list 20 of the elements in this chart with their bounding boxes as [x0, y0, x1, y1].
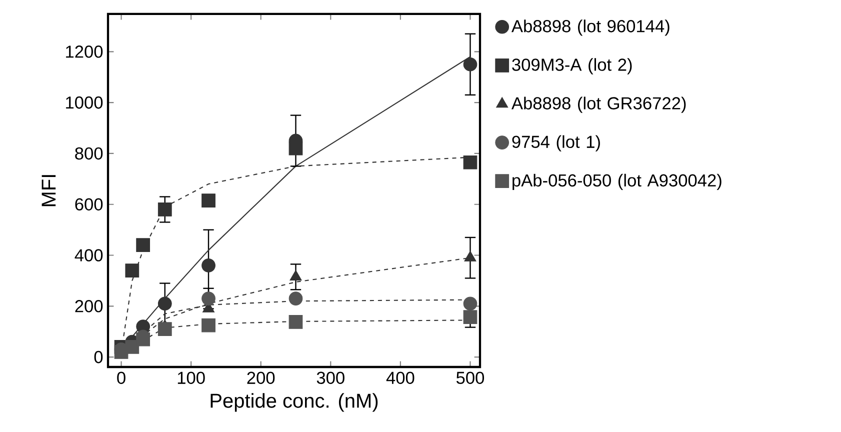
- legend-label: pAb-056-050 (lot A930042): [512, 174, 722, 190]
- legend-label: 9754 (lot 1): [512, 135, 600, 152]
- x-tick-label: 100: [178, 372, 205, 384]
- y-tick-label: 1000: [66, 96, 103, 109]
- x-tick-label: 0: [117, 372, 126, 384]
- legend-label: 309M3-A (lot 2): [512, 58, 632, 74]
- y-tick-label: 400: [74, 249, 103, 262]
- legend-label: Ab8898 (lot GR36722): [511, 96, 686, 113]
- x-tick-label: 300: [316, 372, 344, 384]
- y-tick-label: 200: [75, 300, 103, 312]
- y-tick-label: 600: [75, 198, 103, 210]
- y-axis-title: MFI: [42, 175, 56, 206]
- y-tick-label: 0: [94, 350, 103, 364]
- x-tick-label: 200: [247, 372, 275, 384]
- x-tick-label: 500: [456, 372, 484, 384]
- legend-label: Ab8898 (lot 960144): [511, 20, 670, 36]
- x-axis-title: Peptide conc. (nM): [210, 393, 378, 412]
- x-tick-label: 400: [386, 372, 414, 384]
- y-tick-label: 1200: [66, 46, 103, 58]
- y-tick-label: 800: [75, 147, 103, 160]
